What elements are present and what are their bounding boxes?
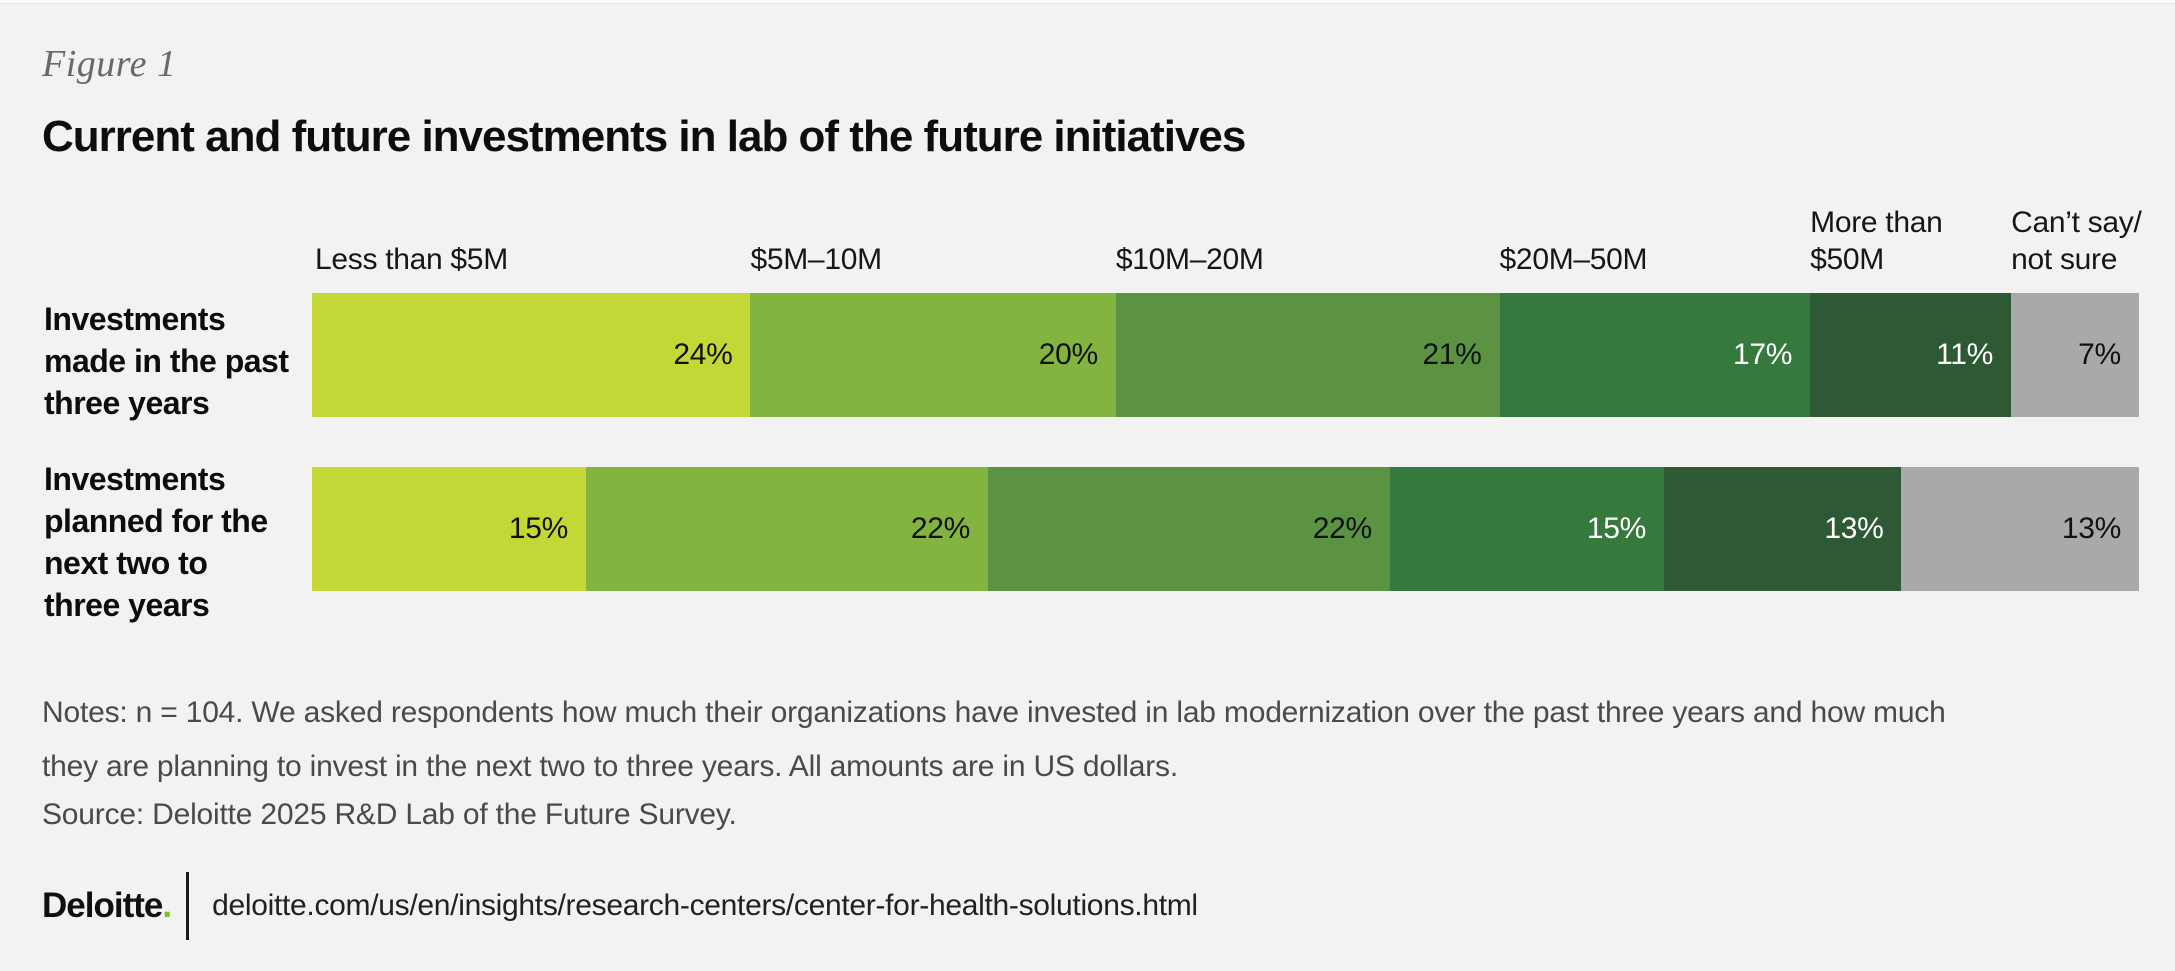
figure-number-label: Figure 1 <box>42 43 177 85</box>
row-label-line: made in the past <box>44 343 289 379</box>
bar-segment: 22% <box>586 467 988 591</box>
segment-value-label: 15% <box>508 512 569 545</box>
segment-value-label: 20% <box>1038 338 1098 371</box>
row-label-line: Investments <box>44 301 226 337</box>
category-header-line: not sure <box>2011 243 2118 276</box>
category-header-line: $5M–10M <box>750 243 882 276</box>
notes-text: Notes: n = 104. We asked respondents how… <box>42 686 1946 794</box>
row-label-line: three years <box>44 587 210 623</box>
row-label-line: next two to <box>44 545 208 581</box>
category-header-line: $10M–20M <box>1115 243 1264 276</box>
bar-segment: 11% <box>1810 293 2012 417</box>
category-header: $10M–20M <box>1116 241 1264 278</box>
segment-value-label: 13% <box>1824 512 1884 545</box>
notes-line: they are planning to invest in the next … <box>42 750 1178 783</box>
segment-value-label: 21% <box>1422 338 1482 371</box>
segment-value-label: 22% <box>910 512 970 545</box>
category-headers: Less than $5M $5M–10M $10M–20M $20M–50M More… <box>0 198 2175 278</box>
bar-segment: 7% <box>2011 293 2139 417</box>
notes-line: Notes: n = 104. We asked respondents how… <box>42 696 1946 729</box>
bar-segment: 17% <box>1499 293 1811 417</box>
bar-segment: 13% <box>1663 467 1902 591</box>
category-header-line: $20M–50M <box>1499 243 1648 276</box>
row-label-line: planned for the <box>44 503 268 539</box>
deloitte-logo-text: Deloitte <box>42 886 163 925</box>
category-header: Can’t say/not sure <box>2011 204 2142 278</box>
bar-segment: 15% <box>312 467 587 591</box>
row-label-line: Investments <box>44 461 226 497</box>
segment-value-label: 17% <box>1732 338 1793 371</box>
bar-row-past-investments: 24% 20% 21% 17% 11% 7% <box>312 293 2139 417</box>
bar-segment: 21% <box>1115 293 1500 417</box>
row-label-past-investments: Investments made in the past three years <box>44 298 289 424</box>
bar-row-planned-investments: 15% 22% 22% 15% 13% 13% <box>312 467 2139 591</box>
category-header-line: More than <box>1810 206 1943 239</box>
source-text: Source: Deloitte 2025 R&D Lab of the Fut… <box>42 798 737 831</box>
category-header-line: $50M <box>1810 243 1884 276</box>
segment-value-label: 11% <box>1936 338 1994 371</box>
bar-segment: 24% <box>312 293 751 417</box>
segment-value-label: 13% <box>2061 512 2121 545</box>
segment-value-label: 22% <box>1312 512 1372 545</box>
segment-value-label: 24% <box>673 338 733 371</box>
deloitte-logo: Deloitte. <box>42 886 172 926</box>
category-header-line: Can’t say/ <box>2011 206 2142 239</box>
footer-divider-line <box>186 872 190 940</box>
top-edge-strip <box>0 0 2175 4</box>
category-header: $5M–10M <box>750 241 882 278</box>
footer-url-text: deloitte.com/us/en/insights/research-cen… <box>212 889 1198 922</box>
deloitte-logo-green-period: . <box>162 886 172 925</box>
category-header: Less than $5M <box>315 241 508 278</box>
row-label-line: three years <box>44 385 210 421</box>
chart-title: Current and future investments in lab of… <box>42 112 1246 161</box>
bar-segment: 13% <box>1901 467 2139 591</box>
category-header-line: Less than $5M <box>315 243 508 276</box>
bar-segment: 22% <box>987 467 1390 591</box>
category-header: More than $50M <box>1810 204 1943 278</box>
footer: Deloitte. deloitte.com/us/en/insights/re… <box>42 870 1198 942</box>
category-header: $20M–50M <box>1500 241 1648 278</box>
row-label-planned-investments: Investments planned for the next two to … <box>44 458 268 626</box>
bar-segment: 15% <box>1389 467 1664 591</box>
segment-value-label: 7% <box>2078 338 2121 371</box>
bar-segment: 20% <box>750 293 1116 417</box>
segment-value-label: 15% <box>1586 512 1646 545</box>
